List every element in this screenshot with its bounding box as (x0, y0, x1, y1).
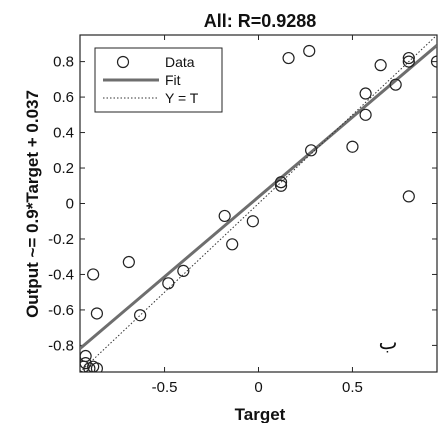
legend-label: Fit (165, 72, 181, 88)
chart-title: All: R=0.9288 (204, 11, 317, 31)
y-tick-label: -0.4 (48, 266, 74, 283)
legend-label: Data (165, 54, 195, 70)
y-tick-label: -0.2 (48, 231, 74, 248)
y-tick-label: -0.8 (48, 337, 74, 354)
x-tick-label: 0.5 (342, 379, 363, 396)
y-tick-label: 0.4 (53, 125, 74, 142)
y-tick-label: 0 (66, 196, 74, 213)
legend-label: Y = T (165, 90, 199, 106)
y-tick-label: 0.8 (53, 54, 74, 71)
y-tick-label: 0.6 (53, 89, 74, 106)
y-tick-label: -0.6 (48, 302, 74, 319)
x-tick-label: -0.5 (152, 379, 178, 396)
y-axis-label: Output ~= 0.9*Target + 0.037 (23, 90, 42, 318)
x-axis-label: Target (235, 405, 286, 423)
corner-annotation: ب (379, 330, 398, 354)
chart-legend: Data Fit Y = T (95, 48, 222, 112)
y-tick-label: 0.2 (53, 160, 74, 177)
x-tick-label: 0 (254, 379, 262, 396)
